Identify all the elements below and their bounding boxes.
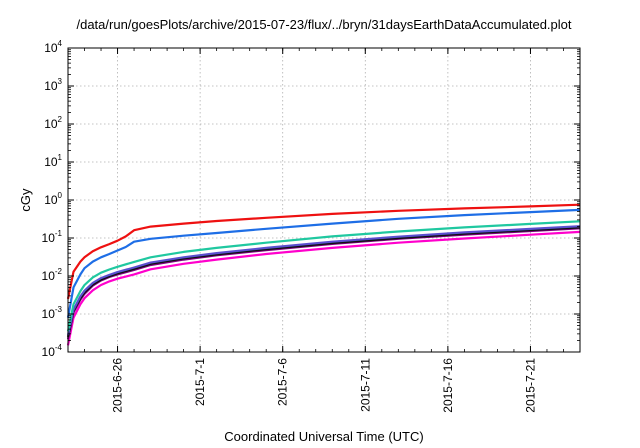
y-tick-label: 10-3: [42, 305, 63, 321]
y-tick-label: 10-4: [42, 343, 63, 359]
y-tick-label: 10-1: [42, 229, 63, 245]
grid-lines: [68, 48, 580, 352]
chart-title: /data/run/goesPlots/archive/2015-07-23/f…: [76, 17, 571, 32]
y-tick-label: 10-2: [42, 267, 63, 283]
y-tick-label: 103: [44, 77, 62, 93]
x-tick-label: 2015-6-26: [111, 358, 125, 413]
y-axis-ticks: 10-4 10-3 10-2 10-1 100 101 102 103 104: [42, 39, 580, 359]
series-group: [66, 203, 581, 346]
x-tick-label: 2015-7-6: [276, 358, 290, 406]
y-tick-label: 101: [44, 153, 62, 169]
x-tick-label: 2015-7-21: [523, 358, 537, 413]
y-tick-label: 104: [44, 39, 62, 55]
y-tick-label: 102: [44, 115, 62, 131]
series-line-3: [66, 226, 581, 338]
y-tick-label: 100: [44, 191, 62, 207]
y-axis-label: cGy: [18, 188, 33, 212]
series-line-5: [66, 220, 581, 332]
x-tick-label: 2015-7-1: [193, 358, 207, 406]
x-tick-label: 2015-7-16: [441, 358, 455, 413]
series-line-7: [66, 203, 581, 300]
x-axis-ticks: 2015-6-26 2015-7-1 2015-7-6 2015-7-11 2015-7…: [67, 48, 581, 413]
series-line-4: [66, 225, 581, 336]
x-tick-label: 2015-7-11: [358, 358, 372, 412]
series-line-6: [66, 208, 581, 318]
series-line-1: [66, 230, 581, 346]
series-line-2: [66, 227, 581, 340]
x-axis-label: Coordinated Universal Time (UTC): [224, 429, 423, 444]
